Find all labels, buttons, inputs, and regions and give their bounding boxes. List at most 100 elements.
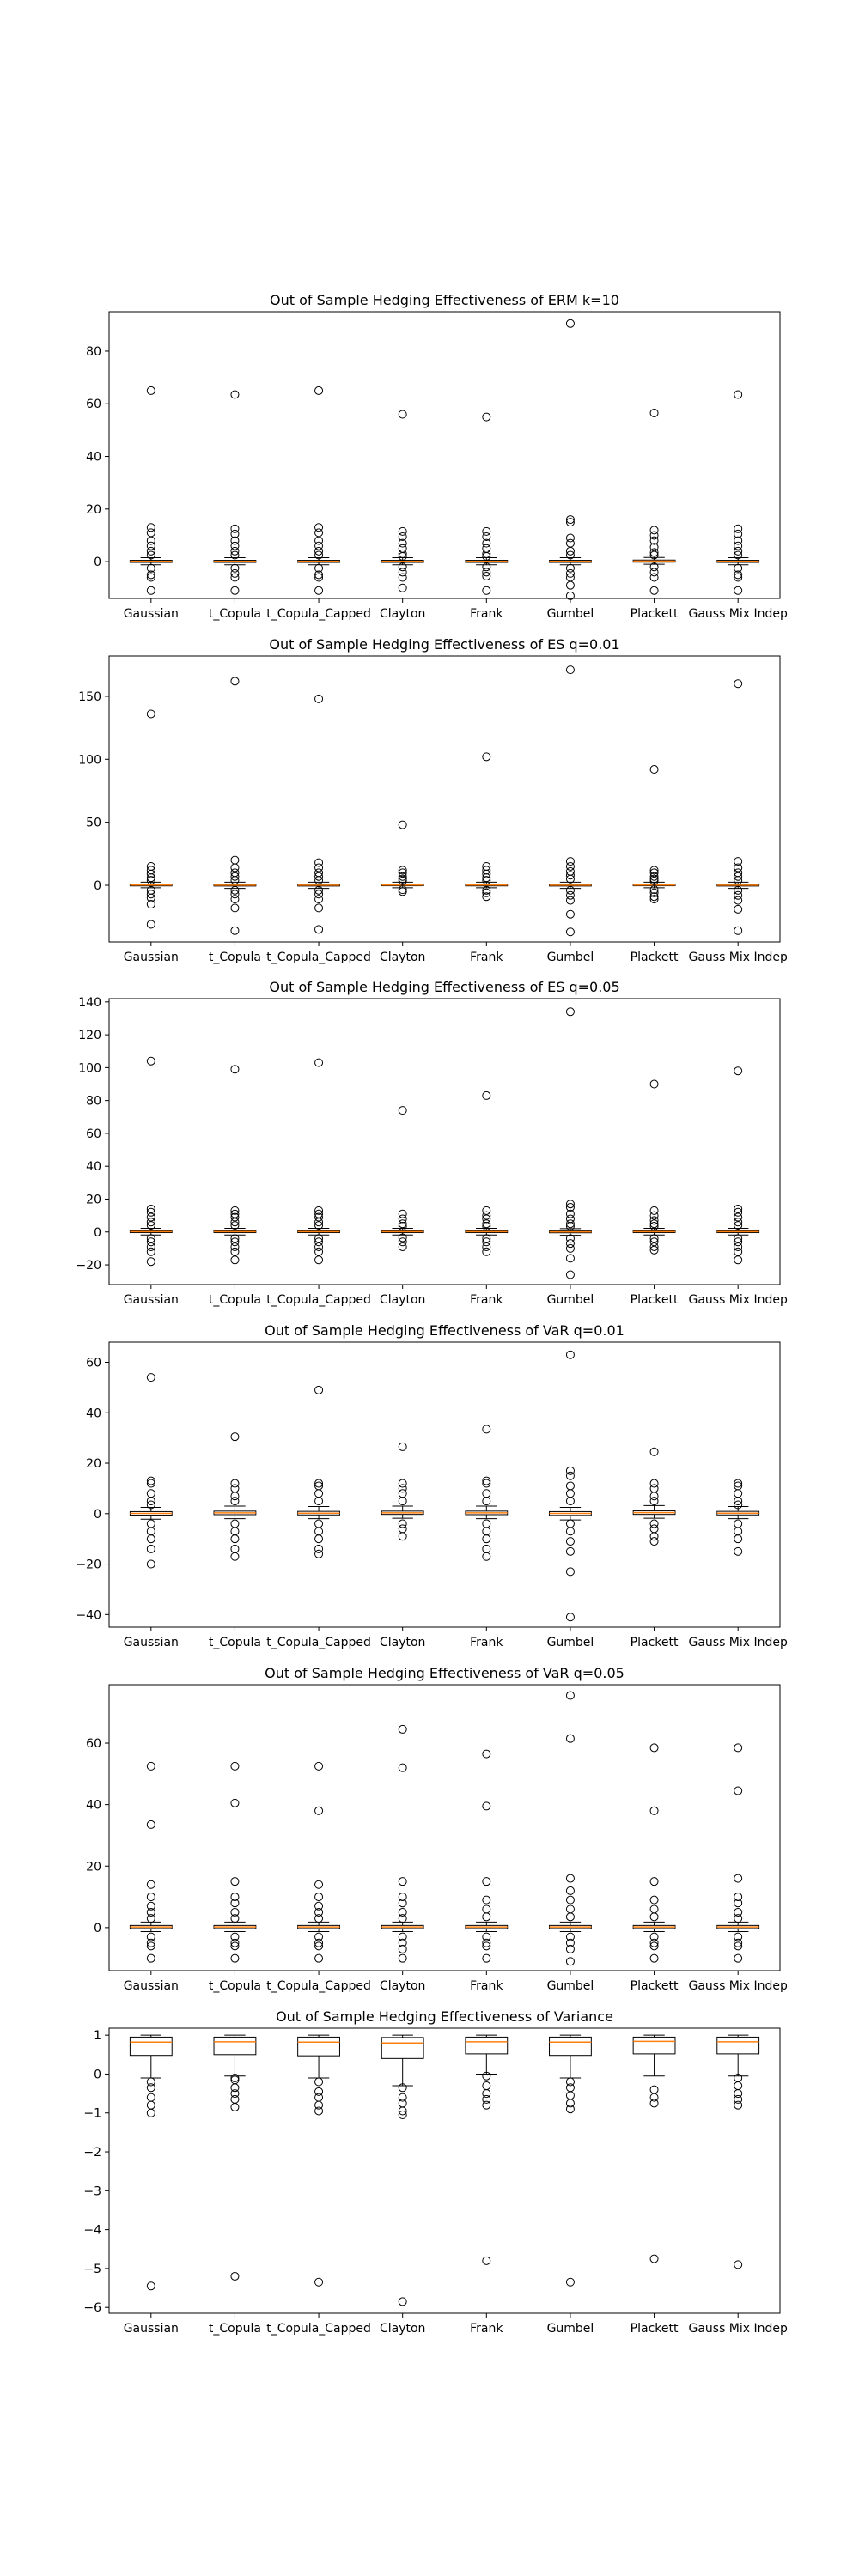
chart-title: Out of Sample Hedging Effectiveness of V… [265,1665,624,1681]
flier-point [734,2100,743,2110]
flier-point [398,820,407,829]
box-gaussian [129,2034,173,2291]
flier-point [398,1209,407,1218]
flier-point [146,2281,155,2291]
flier-point [146,876,155,885]
flier-point [146,2093,155,2102]
flier-point [314,386,324,395]
flier-point [398,1519,407,1528]
flier-point [314,1880,324,1889]
flier-point [146,1534,155,1544]
flier-point [146,528,155,538]
flier-point [230,926,240,935]
iqr-box [632,2036,676,2055]
flier-point [565,1350,575,1359]
flier-point [314,2093,324,2102]
flier-point [314,528,324,538]
flier-point [565,1239,575,1249]
box-plackett [632,1447,676,1546]
box-frank [465,1091,509,1256]
flier-point [734,1786,743,1795]
flier-point [314,1255,324,1265]
flier-point [565,890,575,900]
flier-point [398,551,407,561]
x-tick-label: Clayton [380,1979,425,1993]
flier-point [565,1895,575,1905]
flier-point [146,1497,155,1506]
chart-panel: Out of Sample Hedging Effectiveness of V… [83,2008,788,2336]
flier-point [230,1492,240,1501]
flier-point [146,1559,155,1569]
flier-point [649,550,659,560]
flier-point [649,1941,659,1951]
flier-point [314,541,324,550]
flier-point [146,1938,155,1947]
flier-point [565,1932,575,1941]
flier-point [146,523,155,532]
x-tick-label: t_Copula_Capped [266,1979,371,1993]
flier-point [734,885,743,895]
box-t-copula-capped [297,2034,340,2287]
flier-point [565,580,575,590]
y-tick-label: 20 [86,503,101,517]
flier-point [734,1497,743,1506]
y-tick-label: 1 [94,2029,101,2043]
flier-point [230,1953,240,1963]
flier-point [230,568,240,578]
flier-point [649,1211,659,1220]
flier-point [230,1938,240,1947]
flier-point [482,1527,491,1536]
flier-point [146,1941,155,1951]
y-tick-label: 60 [86,1737,101,1751]
box-gaussian [129,386,173,595]
flier-point [482,885,491,895]
flier-point [649,1242,659,1251]
flier-point [398,2111,407,2120]
flier-point [482,1552,491,1561]
flier-point [649,1537,659,1546]
flier-point [398,874,407,884]
flier-point [482,1242,491,1251]
flier-point [314,1938,324,1947]
flier-point [734,1212,743,1222]
flier-point [649,573,659,582]
flier-point [230,1899,240,1908]
flier-point [482,752,491,762]
flier-point [482,562,491,572]
flier-point [314,586,324,595]
flier-point [230,390,240,399]
flier-point [146,873,155,883]
flier-point [649,1532,659,1541]
flier-point [482,1912,491,1922]
flier-point [565,546,575,556]
iqr-box [465,2036,509,2055]
x-tick-label: Plackett [631,2322,679,2336]
flier-point [398,876,407,885]
flier-point [230,2089,240,2099]
flier-point [482,549,491,558]
flier-point [146,1761,155,1771]
flier-point [314,2277,324,2287]
x-tick-label: Gumbel [547,951,594,964]
plot-frame [108,655,781,943]
flier-point [314,1209,324,1218]
flier-point [649,1206,659,1215]
x-tick-label: Frank [470,951,503,964]
flier-point [565,1567,575,1577]
x-tick-label: Gauss Mix Indep [688,607,788,621]
flier-point [314,694,324,703]
flier-point [482,568,491,577]
flier-point [146,1476,155,1485]
flier-point [398,1442,407,1451]
box-gauss-mix-indep [716,1066,760,1265]
y-tick-label: −4 [83,2224,101,2238]
flier-point [565,1243,575,1253]
flier-point [649,1519,659,1528]
flier-point [565,1254,575,1263]
box-gauss-mix-indep [716,1479,760,1556]
x-tick-label: Frank [470,1293,503,1307]
flier-point [565,1905,575,1914]
flier-point [230,1218,240,1227]
flier-point [649,2093,659,2102]
flier-point [146,1242,155,1251]
